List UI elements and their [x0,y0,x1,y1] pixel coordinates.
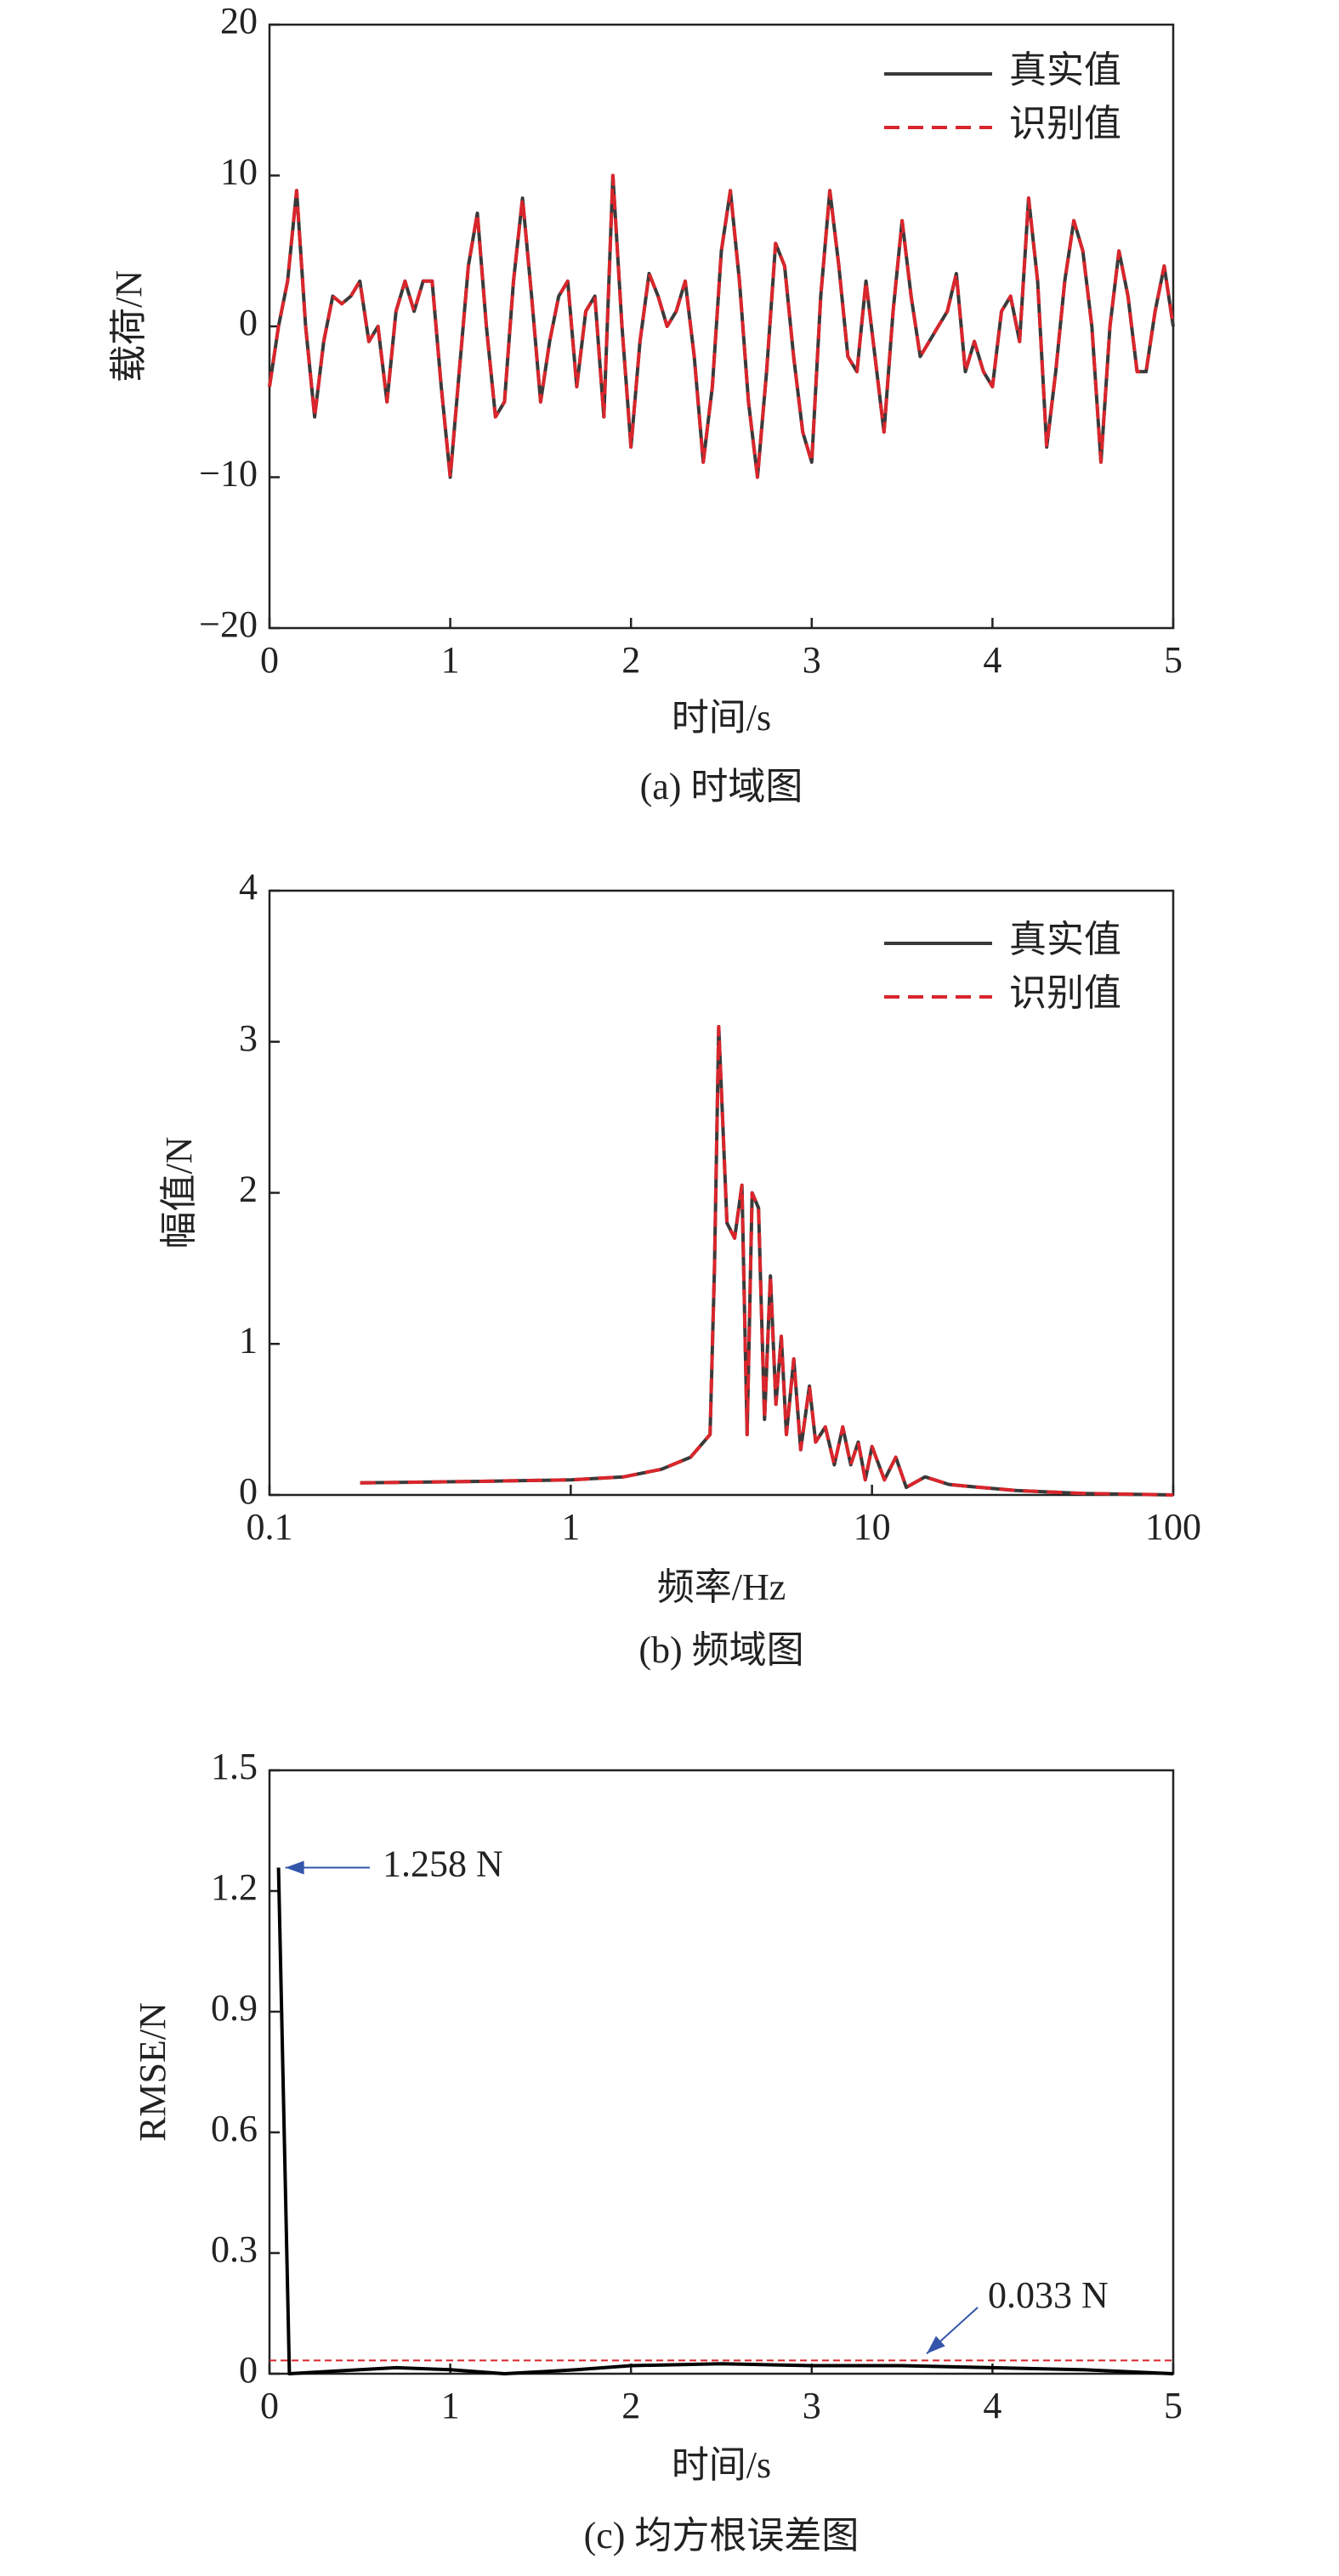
y-axis-label: RMSE/N [132,2002,173,2142]
data-line [268,173,1175,479]
plot-frame [268,1769,1175,2375]
data-line [268,173,1175,479]
y-tick-label: 3 [239,1017,258,1059]
y-tick-label: −10 [199,453,258,495]
caption: (b) 频域图 [638,1629,803,1671]
x-tick-label: 0 [260,639,279,681]
x-tick-label: 4 [983,2385,1001,2426]
y-tick-label: 0 [239,302,258,343]
x-tick-label: 1 [441,639,460,681]
y-tick-label: 0.3 [211,2228,258,2270]
x-axis-label: 时间/s [672,2444,771,2486]
legend-label: 真实值 [1009,49,1121,91]
caption: (c) 均方根误差图 [584,2515,860,2556]
legend-label: 识别值 [1009,103,1121,144]
y-axis-label: 幅值/N [158,1137,200,1249]
x-tick-label: 100 [1145,1506,1201,1548]
x-tick-label: 10 [854,1506,891,1548]
y-tick-label: −20 [199,603,258,645]
y-axis-label: 载荷/N [108,270,150,382]
caption: (a) 时域图 [640,766,803,807]
x-axis-label: 时间/s [672,697,771,739]
y-tick-label: 0.9 [211,1987,258,2029]
y-tick-label: 0.6 [211,2108,258,2149]
legend-label: 识别值 [1009,972,1121,1014]
arrow-head [927,2335,945,2354]
x-tick-label: 0 [260,2385,279,2426]
y-tick-label: 4 [239,866,258,908]
x-tick-label: 4 [983,639,1001,681]
x-tick-label: 0.1 [247,1506,293,1548]
y-tick-label: 1.5 [211,1746,258,1787]
x-tick-label: 5 [1164,639,1183,681]
y-tick-label: 2 [239,1169,258,1210]
y-tick-label: 1 [239,1319,258,1361]
annotation: 1.258 N [383,1843,503,1885]
x-tick-label: 1 [441,2385,460,2426]
y-tick-label: 0 [239,2349,258,2391]
arrow-head [285,1860,304,1875]
data-line [360,1025,1174,1497]
x-tick-label: 2 [621,2385,640,2426]
x-axis-label: 频率/Hz [657,1566,786,1608]
data-line [276,1867,1174,2375]
x-tick-label: 5 [1164,2385,1183,2426]
x-tick-label: 2 [621,639,640,681]
x-tick-label: 3 [803,639,821,681]
x-tick-label: 3 [803,2385,821,2426]
y-tick-label: 1.2 [211,1866,258,1908]
y-tick-label: 0 [239,1470,258,1512]
x-tick-label: 1 [561,1506,580,1548]
annotation: 0.033 N [988,2274,1109,2316]
data-line [360,1025,1174,1497]
y-tick-label: 10 [220,151,258,193]
legend-label: 真实值 [1009,919,1121,960]
y-tick-label: 20 [220,0,258,42]
